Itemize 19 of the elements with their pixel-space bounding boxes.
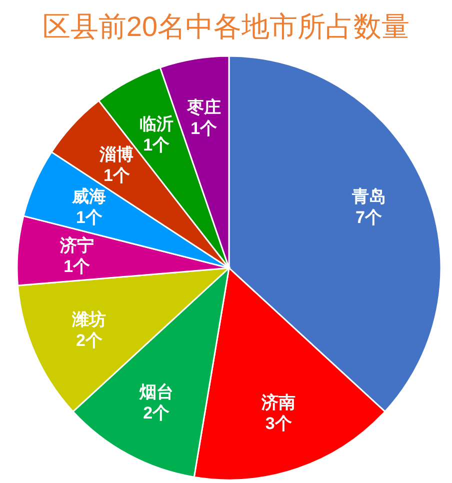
data-label: 1个 [103,166,131,186]
slice-label: 烟台 [138,382,174,402]
slice-label: 济宁 [58,236,94,255]
data-label: 1个 [190,118,218,138]
data-label: 3个 [265,414,293,433]
slice-label: 青岛 [350,187,386,206]
data-label: 1个 [76,208,104,228]
chart-title: 区县前20名中各地市所占数量 [42,11,410,42]
data-label: 1个 [64,256,92,276]
slice-label: 威海 [71,187,106,206]
data-label: 2个 [143,404,171,423]
slice-label: 济南 [260,392,296,412]
slice-label: 潍坊 [71,310,106,329]
data-label: 1个 [143,135,171,154]
data-label: 2个 [76,330,104,350]
slice-label: 枣庄 [186,98,221,117]
data-label: 7个 [356,208,384,228]
slice-label: 临沂 [139,114,174,134]
slice-label: 淄博 [98,145,134,164]
